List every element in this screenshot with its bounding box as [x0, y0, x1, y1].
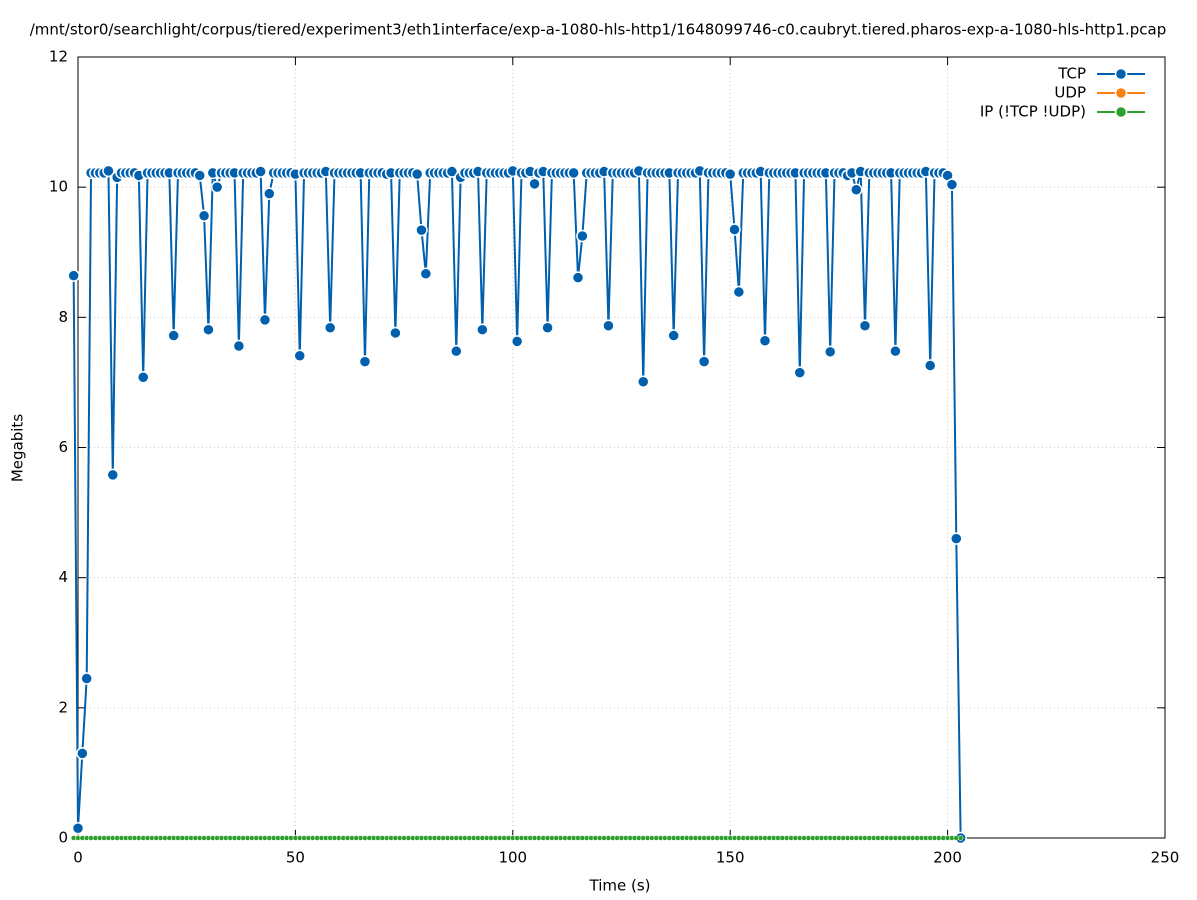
data-point [415, 223, 428, 237]
x-tick-label: 0 [73, 849, 83, 867]
data-point [419, 267, 433, 280]
y-axis-label: Megabits [9, 414, 27, 482]
data-point [293, 349, 306, 362]
data-point [923, 359, 937, 372]
y-tick-label: 4 [58, 568, 68, 586]
data-point [258, 313, 272, 327]
data-point [358, 355, 372, 368]
y-tick-label: 10 [49, 178, 68, 196]
data-point [254, 165, 267, 178]
data-point [602, 319, 615, 333]
series [70, 835, 964, 841]
data-point [541, 321, 554, 334]
data-point [636, 375, 650, 389]
x-axis-label: Time (s) [589, 877, 651, 895]
data-point [71, 821, 85, 835]
data-point [950, 532, 963, 545]
data-point [202, 323, 215, 336]
legend-marker [1114, 86, 1128, 100]
data-point [67, 269, 80, 282]
x-tick-label: 50 [286, 849, 305, 867]
x-tick-label: 250 [1151, 849, 1180, 867]
data-point [945, 178, 959, 191]
data-point [858, 319, 872, 333]
data-point [850, 183, 863, 197]
data-point [210, 180, 224, 194]
data-point [510, 335, 524, 348]
series-line [72, 169, 962, 839]
y-tick-label: 0 [58, 829, 68, 847]
legend-label: IP (!TCP !UDP) [980, 103, 1086, 121]
data-point [697, 355, 711, 368]
data-point [389, 326, 402, 340]
data-point [571, 271, 585, 284]
data-point [957, 835, 964, 841]
y-tick-label: 12 [49, 48, 68, 66]
data-point [136, 370, 150, 384]
data-point [889, 344, 902, 358]
data-point [167, 329, 180, 342]
legend-marker [1114, 105, 1128, 119]
data-point [197, 209, 211, 223]
legend-marker [1114, 67, 1128, 81]
data-point [102, 164, 115, 178]
chart-title: /mnt/stor0/searchlight/corpus/tiered/exp… [30, 21, 1167, 39]
data-point [232, 339, 246, 353]
data-point [80, 672, 93, 685]
x-tick-label: 100 [498, 849, 527, 867]
data-point [758, 334, 772, 348]
x-tick-label: 150 [716, 849, 745, 867]
data-point [323, 321, 337, 334]
y-tick-label: 6 [58, 438, 68, 456]
data-point [410, 167, 424, 181]
data-point [732, 285, 746, 299]
data-point [793, 366, 807, 379]
data-point [106, 468, 120, 482]
data-point [567, 166, 580, 180]
data-point [263, 187, 276, 200]
data-point [823, 345, 837, 359]
data-point [445, 165, 459, 178]
data-point [723, 167, 737, 181]
y-tick-label: 8 [58, 308, 68, 326]
data-point [728, 223, 741, 236]
legend-label: TCP [1057, 65, 1086, 83]
data-point [528, 177, 541, 191]
data-point [76, 747, 89, 760]
data-point [576, 229, 589, 243]
data-point [476, 323, 489, 336]
data-point [667, 329, 680, 342]
x-tick-label: 200 [933, 849, 962, 867]
series [67, 164, 967, 845]
data-point [193, 169, 206, 182]
y-tick-label: 2 [58, 698, 68, 716]
data-point [450, 344, 463, 358]
legend-label: UDP [1054, 84, 1086, 102]
